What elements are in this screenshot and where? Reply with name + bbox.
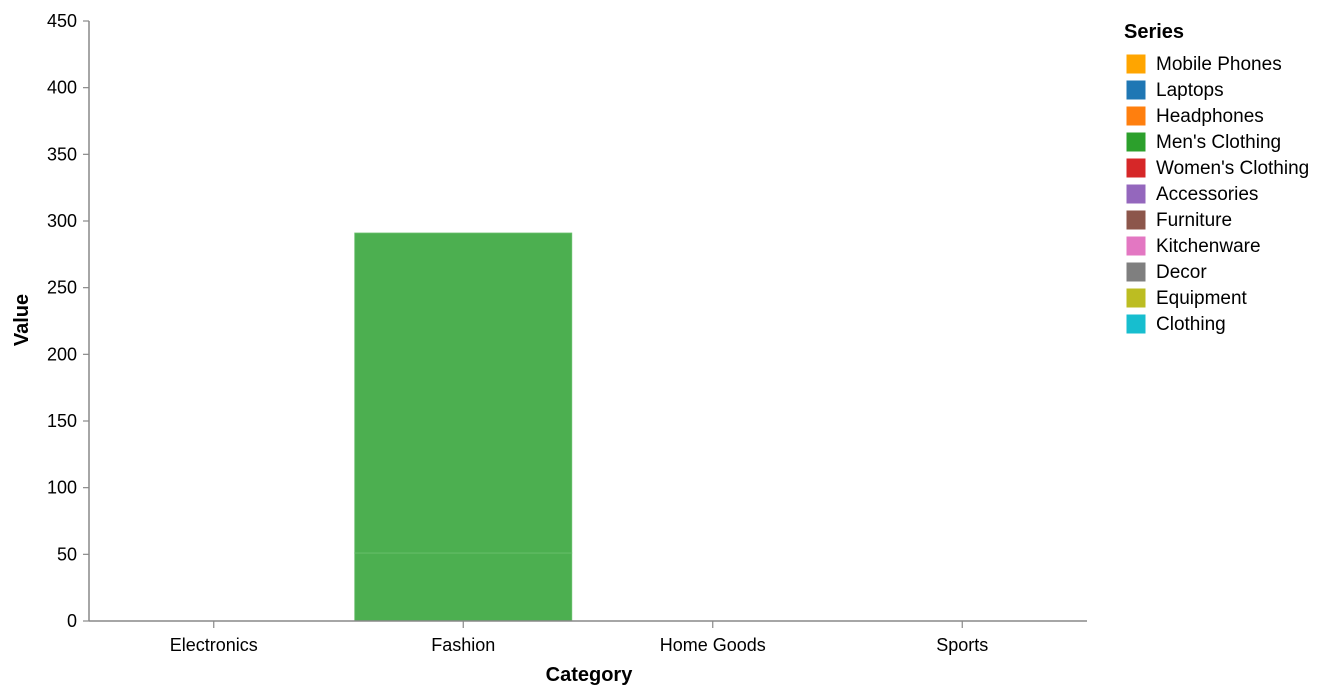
legend-label: Equipment	[1156, 288, 1248, 309]
y-tick-label: 150	[47, 411, 77, 431]
legend-label: Clothing	[1156, 314, 1226, 335]
legend-label: Decor	[1156, 262, 1207, 283]
legend-swatch	[1125, 235, 1147, 257]
y-tick-label: 300	[47, 211, 77, 231]
legend-label: Furniture	[1156, 210, 1232, 231]
legend-swatch	[1125, 287, 1147, 309]
x-axis-title: Category	[546, 664, 634, 686]
legend-swatch	[1125, 53, 1147, 75]
legend-swatch	[1125, 183, 1147, 205]
legend-label: Women's Clothing	[1156, 158, 1309, 179]
x-tick-label: Home Goods	[660, 635, 766, 655]
axes: 0 50 100 150 200 250 300 350 400 450 Electronics Fa…	[47, 11, 1087, 655]
legend-label: Laptops	[1156, 80, 1224, 101]
x-tick-label: Sports	[936, 635, 988, 655]
legend: Series Mobile Phones Laptops Headphones Men…	[1124, 21, 1309, 335]
y-tick-label: 0	[67, 611, 77, 631]
legend-swatch	[1125, 131, 1147, 153]
legend-title: Series	[1124, 21, 1184, 43]
bar-fashion-men-s-clothing	[354, 552, 573, 622]
y-tick-label: 350	[47, 144, 77, 164]
plot-area	[354, 232, 573, 622]
legend-swatch	[1125, 79, 1147, 101]
y-tick-label: 50	[57, 544, 77, 564]
legend-label: Headphones	[1156, 106, 1264, 127]
legend-label: Accessories	[1156, 184, 1258, 205]
x-tick-label: Electronics	[170, 635, 258, 655]
legend-label: Kitchenware	[1156, 236, 1261, 257]
x-tick-label: Fashion	[431, 635, 495, 655]
legend-swatch	[1125, 157, 1147, 179]
legend-swatch	[1125, 209, 1147, 231]
y-tick-label: 200	[47, 344, 77, 364]
y-tick-label: 450	[47, 11, 77, 31]
y-axis-title: Value	[11, 294, 33, 346]
bar-fashion-clothing	[354, 232, 573, 554]
y-tick-label: 100	[47, 478, 77, 498]
legend-swatch	[1125, 261, 1147, 283]
legend-swatch	[1125, 105, 1147, 127]
legend-label: Men's Clothing	[1156, 132, 1281, 153]
y-tick-label: 400	[47, 78, 77, 98]
y-tick-label: 250	[47, 278, 77, 298]
legend-label: Mobile Phones	[1156, 54, 1282, 75]
legend-swatch	[1125, 313, 1147, 335]
